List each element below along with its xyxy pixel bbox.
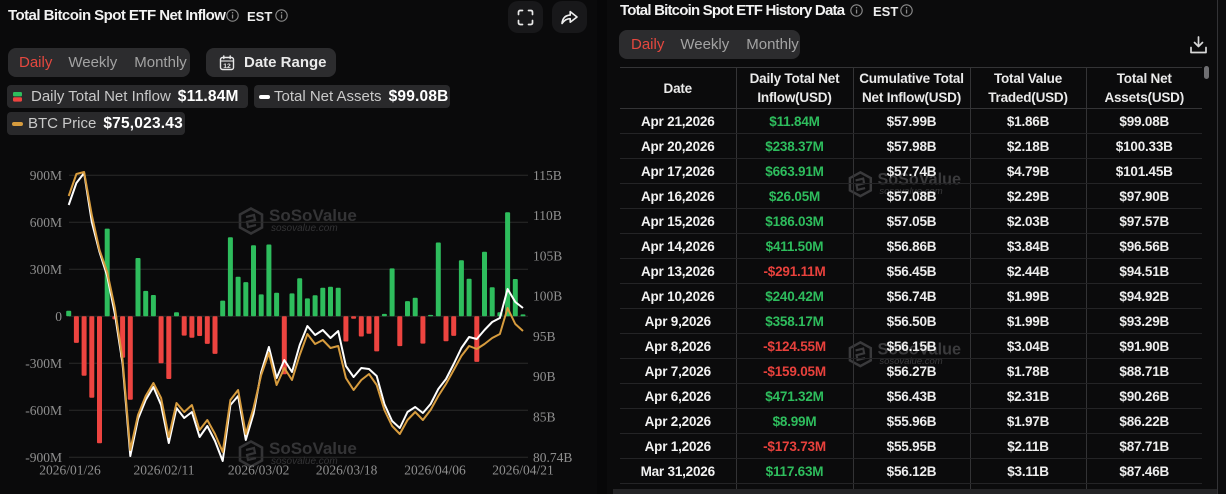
svg-text:0: 0	[55, 309, 62, 324]
svg-text:300M: 300M	[30, 262, 62, 277]
svg-text:-300M: -300M	[25, 356, 62, 371]
svg-text:100B: 100B	[533, 289, 562, 304]
svg-text:2026/04/21: 2026/04/21	[492, 463, 554, 478]
svg-text:85B: 85B	[533, 410, 556, 425]
svg-text:600M: 600M	[30, 215, 62, 230]
svg-text:2026/03/02: 2026/03/02	[228, 463, 290, 478]
svg-text:12: 12	[223, 62, 231, 69]
svg-text:95B: 95B	[533, 329, 556, 344]
svg-text:2026/04/06: 2026/04/06	[404, 463, 466, 478]
svg-text:-600M: -600M	[25, 403, 62, 418]
svg-text:2026/02/11: 2026/02/11	[133, 463, 194, 478]
svg-text:110B: 110B	[533, 208, 562, 223]
svg-text:115B: 115B	[533, 168, 562, 183]
svg-text:90B: 90B	[533, 369, 556, 384]
svg-text:2026/01/26: 2026/01/26	[39, 463, 101, 478]
svg-text:900M: 900M	[30, 168, 62, 183]
svg-text:-900M: -900M	[25, 450, 62, 465]
svg-text:105B: 105B	[533, 248, 562, 263]
svg-text:2026/03/18: 2026/03/18	[316, 463, 378, 478]
svg-text:80.74B: 80.74B	[533, 450, 572, 465]
